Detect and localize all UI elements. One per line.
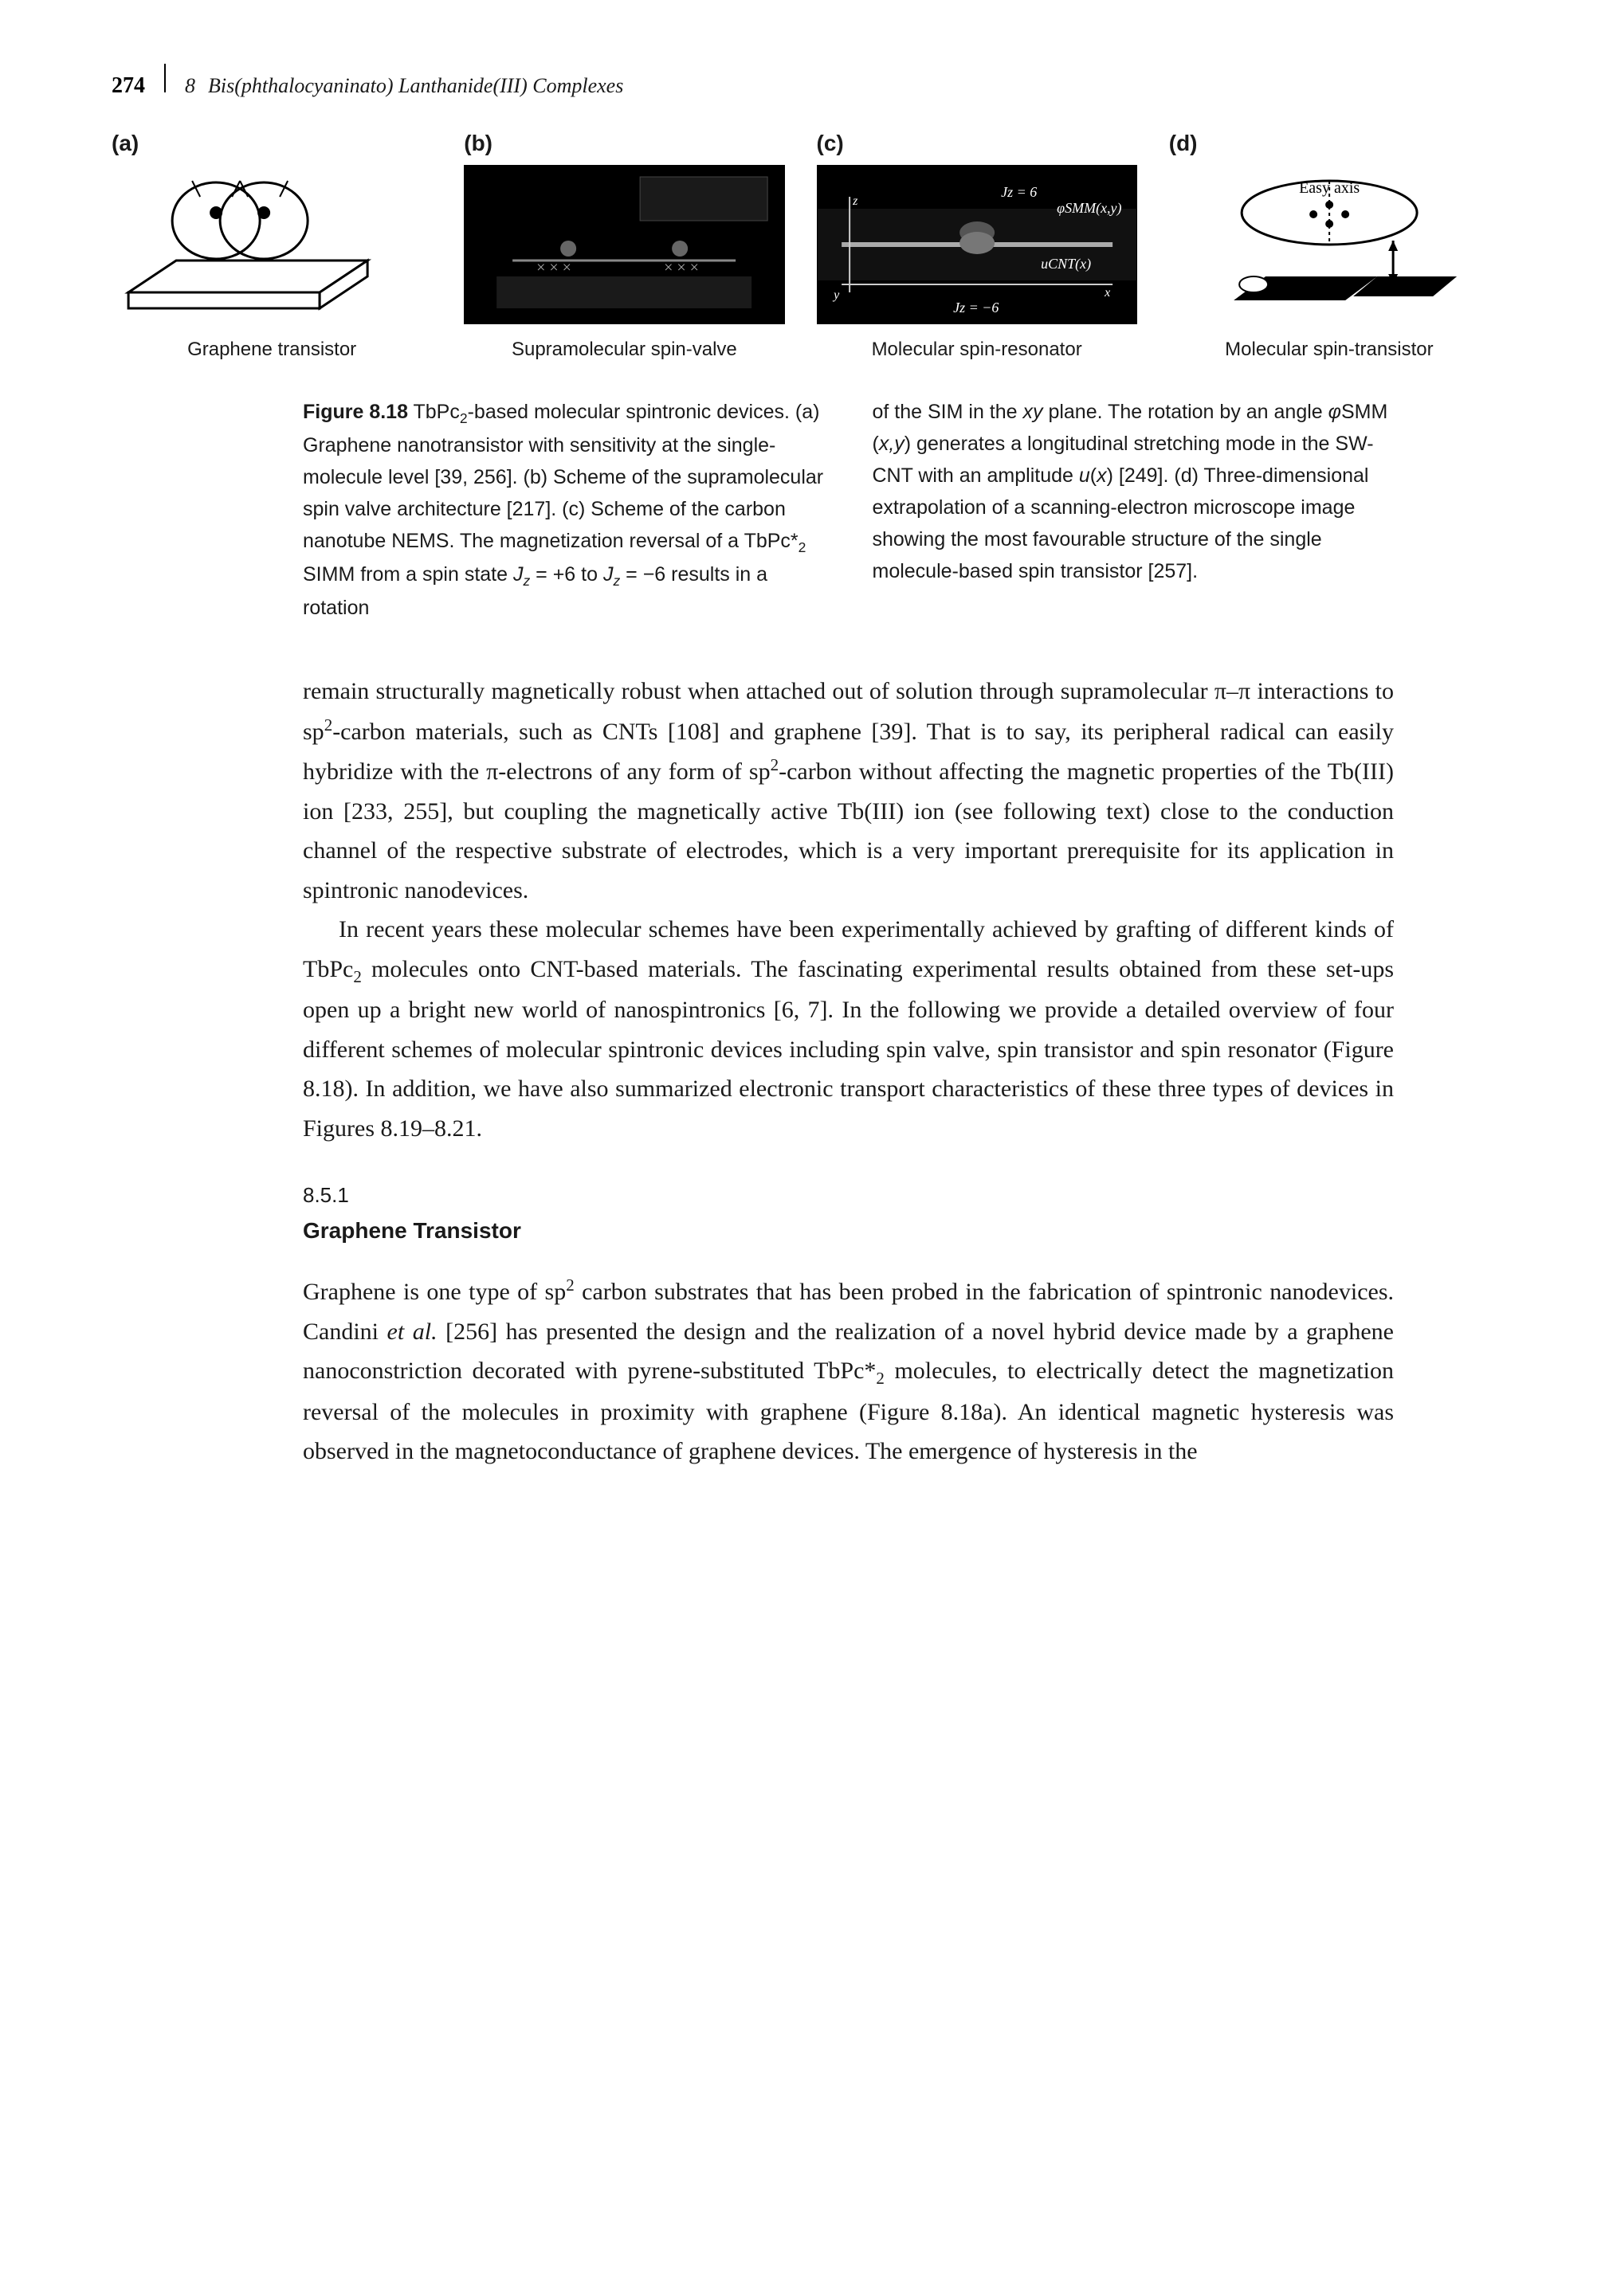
subsection-number: 8.5.1	[303, 1180, 1394, 1211]
body-p2: In recent years these molecular schemes …	[303, 910, 1394, 1148]
subfig-d-image: Easy axis	[1169, 165, 1489, 324]
anno-u: uCNT(x)	[1041, 256, 1091, 272]
subfig-c: (c) Jz = 6 φSMM(x,y) uCNT(x) Jz = −6 z x…	[817, 127, 1137, 364]
svg-text:× × ×: × × ×	[536, 259, 571, 276]
subfig-d: (d) Easy axis Molecular spin-transistor	[1169, 127, 1489, 364]
page-number: 274	[112, 69, 145, 103]
body-p1: remain structurally magnetically robust …	[303, 672, 1394, 910]
subfig-a-label: (a)	[112, 127, 139, 160]
chapter-number: 8	[185, 70, 195, 101]
anno-jz6: Jz = 6	[1001, 184, 1037, 200]
subfig-c-image: Jz = 6 φSMM(x,y) uCNT(x) Jz = −6 z x y	[817, 165, 1137, 324]
svg-text:x: x	[1104, 286, 1110, 300]
subfig-d-caption: Molecular spin-transistor	[1225, 335, 1433, 364]
subfig-b-caption: Supramolecular spin-valve	[512, 335, 737, 364]
subfig-a-caption: Graphene transistor	[187, 335, 356, 364]
caption-lead: Figure 8.18	[303, 401, 408, 423]
subfig-a-image	[112, 165, 432, 324]
svg-text:× × ×: × × ×	[664, 259, 699, 276]
subfig-c-caption: Molecular spin-resonator	[872, 335, 1082, 364]
subfig-b-image: × × × × × ×	[464, 165, 784, 324]
page-header: 274 8 Bis(phthalocyaninato) Lanthanide(I…	[112, 64, 1489, 103]
body-text: remain structurally magnetically robust …	[303, 672, 1394, 1148]
figure-row: (a) Graphene transistor (b)	[112, 127, 1489, 364]
svg-text:z: z	[852, 194, 858, 208]
subfig-c-label: (c)	[817, 127, 844, 160]
anno-jzn6: Jz = −6	[953, 300, 999, 315]
caption-col-left: Figure 8.18 TbPc2-based molecular spintr…	[303, 396, 825, 624]
caption-left-text: TbPc2-based molecular spintronic devices…	[303, 401, 823, 619]
subfig-d-label: (d)	[1169, 127, 1198, 160]
svg-text:y: y	[832, 288, 840, 302]
subsection-p1: Graphene is one type of sp2 carbon subst…	[303, 1271, 1394, 1471]
subfig-b-label: (b)	[464, 127, 492, 160]
caption-col-right: of the SIM in the xy plane. The rotation…	[873, 396, 1395, 624]
chapter-title: Bis(phthalocyaninato) Lanthanide(III) Co…	[208, 70, 623, 101]
header-separator	[164, 64, 166, 92]
subfig-a: (a) Graphene transistor	[112, 127, 432, 364]
subfig-b: (b) × × × × × × Supramolecular spin-valv…	[464, 127, 784, 364]
subsection-title: Graphene Transistor	[303, 1214, 1394, 1248]
caption-right-text: of the SIM in the xy plane. The rotation…	[873, 401, 1388, 582]
anno-phi: φSMM(x,y)	[1057, 200, 1121, 217]
figure-caption: Figure 8.18 TbPc2-based molecular spintr…	[303, 396, 1394, 624]
subsection-body: Graphene is one type of sp2 carbon subst…	[303, 1271, 1394, 1471]
